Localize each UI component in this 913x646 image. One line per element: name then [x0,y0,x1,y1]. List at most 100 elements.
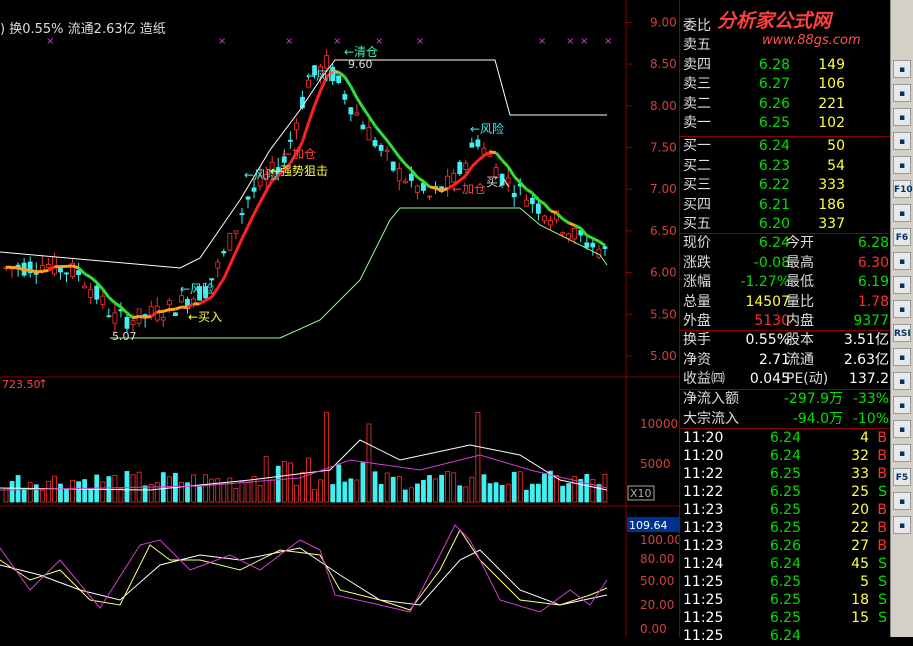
toolbar-tool-icon[interactable]: ▪ [893,300,911,318]
quote-label: 总量 [683,293,711,312]
volume-bar [22,489,26,502]
volume-bar [373,472,377,502]
toolbar-tool-icon[interactable]: ▪ [893,132,911,150]
flow-value: -94.0万 [793,410,843,429]
quote-value: 1.78 [858,293,889,312]
tick-side: S [878,483,887,502]
kdj-tick: 20.00 [640,598,674,612]
tick-side: S [878,573,887,592]
candle-body [288,140,292,141]
toolbar-tool-icon[interactable]: ▪ [893,276,911,294]
toolbar-tool-icon[interactable]: ▪ [893,372,911,390]
ma-segment [442,189,448,191]
quote-label: 涨跌 [683,254,711,273]
volume-bar [500,485,504,502]
ma-segment [157,311,163,312]
tick-time: 11:20 [683,447,723,466]
tick-time: 11:23 [683,501,723,520]
volume-bar [421,480,425,502]
tick-time: 11:23 [683,519,723,538]
candle-body [573,228,577,239]
volume-bar [524,490,528,502]
tick-volume: 20 [851,501,869,520]
candle-body [83,286,87,288]
fund-value: 137.2 [849,370,889,389]
toolbar-tool-icon[interactable]: ▪ [893,108,911,126]
toolbar-tool-icon[interactable]: ▪ [893,396,911,414]
tick-time: 11:25 [683,573,723,592]
volume-bar [567,484,571,502]
volume-bar [530,484,534,502]
buy-label: 买三 [683,176,711,195]
header-info: ) 换0.55% 流通2.63亿 造纸 [0,18,166,37]
candle-body [355,113,359,115]
quote-value: 6.30 [858,254,889,273]
tick-volume: 33 [851,465,869,484]
toolbar-RSI[interactable]: RSI [893,324,911,342]
candle-body [179,296,183,302]
volume-bar [494,483,498,502]
volume-bar [143,486,147,502]
sell-price: 6.26 [759,95,790,114]
volume-bar [77,482,81,502]
toolbar-tool-icon[interactable]: ▪ [893,204,911,222]
candle-body [512,193,516,196]
candle-body [361,125,365,129]
candle-body [325,56,329,69]
tick-side: B [877,501,887,520]
quote-value: 9377 [853,312,889,331]
toolbar-tool-icon[interactable]: ▪ [893,156,911,174]
candle-body [567,234,571,238]
toolbar-F5[interactable]: F5 [893,468,911,486]
signal-mark: × [566,36,574,47]
kline-chart[interactable]: ×××××××××× 9.008.508.007.507.006.506.005… [0,0,679,637]
tick-price: 6.25 [770,501,801,520]
sell-label: 卖三 [683,75,711,94]
toolbar-F6[interactable]: F6 [893,228,911,246]
candle-body [167,300,171,304]
volume-bar [428,476,432,502]
quote-label: 量比 [786,293,814,312]
toolbar-tool-icon[interactable]: ▪ [893,252,911,270]
header-float: 流通2.63亿 [68,22,136,37]
quote-label: 今开 [786,234,814,253]
tick-time: 11:24 [683,555,723,574]
buy-price: 6.23 [759,157,790,176]
toolbar-tool-icon[interactable]: ▪ [893,60,911,78]
tick-side: S [878,555,887,574]
tick-price: 6.25 [770,609,801,628]
toolbar-tool-icon[interactable]: ▪ [893,492,911,510]
candle-body [603,247,607,249]
tick-volume: 5 [860,573,869,592]
candle-body [173,313,177,316]
tick-volume: 4 [860,429,869,448]
volume-bar [161,473,165,502]
toolbar-tool-icon[interactable]: ▪ [893,444,911,462]
signal-mark: × [285,36,293,47]
toolbar-tool-icon[interactable]: ▪ [893,348,911,366]
candle-body [464,163,468,169]
signal-mark: × [604,36,612,47]
quote-value: 5130 [754,312,790,331]
toolbar-F10[interactable]: F10 [893,180,911,198]
volume-bar [343,482,347,502]
fund-value: 0.045 [750,370,790,389]
toolbar-tool-icon[interactable]: ▪ [893,516,911,534]
tick-row[interactable]: 11:23 6.25 20 B [680,501,891,520]
toolbar-tool-icon[interactable]: ▪ [893,420,911,438]
toolbar-tool-icon[interactable]: ▪ [893,84,911,102]
candle-body [476,140,480,146]
candle-body [391,162,395,170]
candle-body [488,155,492,157]
candle-body [591,243,595,247]
